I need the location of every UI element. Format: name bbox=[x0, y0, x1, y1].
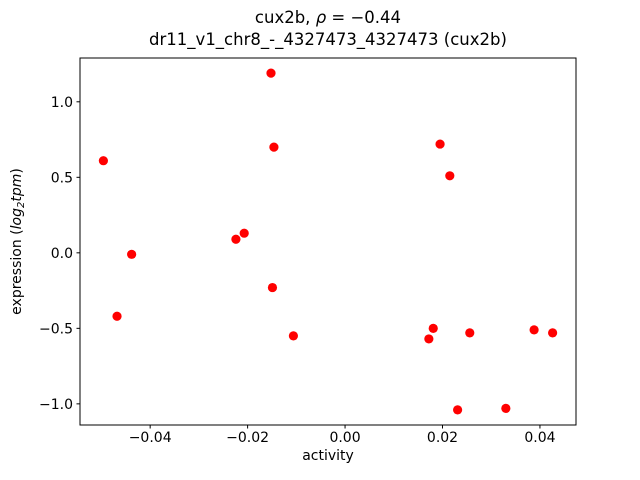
x-axis-label: activity bbox=[302, 448, 354, 464]
x-tick-label: 0.00 bbox=[329, 430, 360, 446]
data-point bbox=[529, 325, 539, 335]
data-point bbox=[435, 139, 445, 149]
ylabel-suffix: ) bbox=[9, 168, 25, 173]
x-tick-label: 0.04 bbox=[524, 430, 555, 446]
chart-subtitle: dr11_v1_chr8_-_4327473_4327473 (cux2b) bbox=[149, 30, 507, 49]
data-point bbox=[127, 249, 137, 259]
data-point bbox=[428, 323, 438, 333]
data-point bbox=[267, 282, 278, 293]
data-point bbox=[465, 328, 475, 338]
x-tick-label: −0.02 bbox=[226, 430, 269, 446]
ylabel-tpm: tpm bbox=[9, 174, 25, 202]
x-tick-label: 0.02 bbox=[427, 430, 458, 446]
data-point bbox=[266, 68, 276, 78]
y-tick-label: −0.5 bbox=[39, 321, 73, 337]
data-point bbox=[269, 142, 279, 152]
chart-title-prefix: cux2b, bbox=[254, 8, 316, 27]
chart-title-suffix: = −0.44 bbox=[326, 8, 402, 27]
ylabel-log: log bbox=[9, 208, 25, 229]
data-point bbox=[501, 403, 511, 413]
y-tick-label: 1.0 bbox=[51, 95, 73, 111]
data-point bbox=[548, 328, 558, 338]
data-point bbox=[239, 228, 249, 238]
data-point bbox=[445, 171, 455, 181]
data-point bbox=[424, 334, 434, 344]
data-point bbox=[112, 311, 122, 321]
axes-frame bbox=[79, 57, 577, 426]
y-tick-label: 0.5 bbox=[51, 170, 73, 186]
rho-symbol: ρ bbox=[315, 8, 327, 27]
data-point bbox=[98, 156, 108, 166]
ylabel-sub: 2 bbox=[16, 202, 27, 208]
chart-title: cux2b, ρ = −0.44 bbox=[80, 7, 576, 29]
y-tick-label: −1.0 bbox=[39, 397, 73, 413]
data-point bbox=[231, 234, 241, 244]
data-point bbox=[453, 405, 463, 415]
y-tick-label: 0.0 bbox=[51, 246, 73, 262]
x-tick-label: −0.04 bbox=[129, 430, 172, 446]
ylabel-prefix: expression ( bbox=[9, 229, 25, 314]
data-point bbox=[288, 331, 299, 341]
y-axis-label: expression (log2tpm) bbox=[9, 168, 27, 315]
